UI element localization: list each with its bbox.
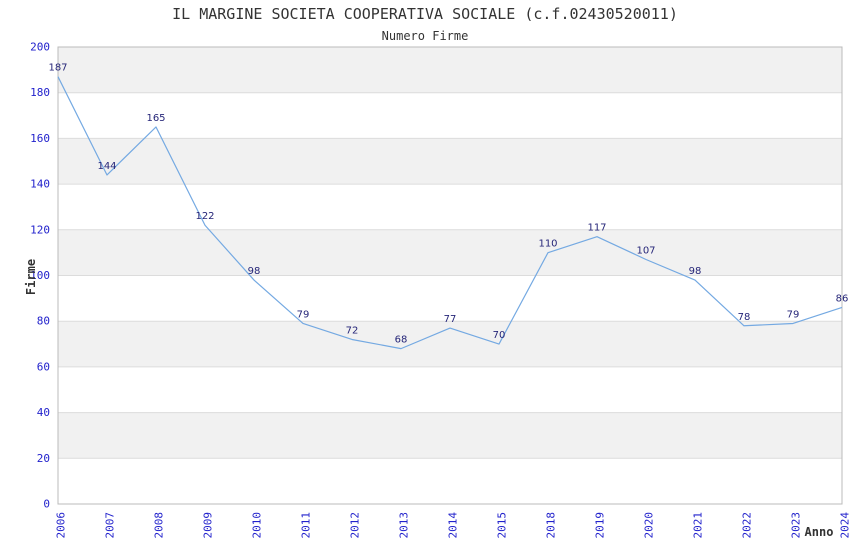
data-point-label: 187 — [48, 63, 67, 74]
x-tick-label: 2006 — [55, 512, 68, 539]
x-tick-label: 2022 — [741, 512, 754, 539]
y-tick-label: 200 — [30, 41, 50, 54]
y-tick-label: 180 — [30, 86, 50, 99]
data-point-label: 110 — [538, 239, 557, 250]
x-tick-label: 2020 — [643, 512, 656, 539]
y-tick-label: 40 — [37, 406, 50, 419]
data-point-label: 68 — [395, 335, 408, 346]
plot-band — [58, 138, 842, 185]
y-tick-label: 140 — [30, 178, 50, 191]
data-point-label: 144 — [97, 161, 116, 172]
y-tick-label: 0 — [43, 498, 50, 511]
plot-band — [58, 321, 842, 367]
plot-band — [58, 229, 842, 276]
data-point-label: 165 — [146, 113, 165, 124]
chart-subtitle: Numero Firme — [381, 29, 469, 43]
x-tick-label: 2014 — [447, 512, 460, 539]
x-tick-label: 2007 — [104, 512, 117, 539]
data-point-label: 86 — [836, 293, 849, 304]
data-point-label: 72 — [346, 325, 359, 336]
x-tick-label: 2019 — [594, 512, 607, 539]
data-point-label: 98 — [689, 266, 702, 277]
data-point-label: 78 — [738, 312, 751, 323]
data-point-label: 117 — [587, 223, 606, 234]
y-tick-label: 60 — [37, 360, 50, 373]
x-tick-label: 2008 — [153, 512, 166, 539]
series-line — [57, 76, 843, 350]
data-point-label: 70 — [493, 330, 506, 341]
chart-title: IL MARGINE SOCIETA COOPERATIVA SOCIALE (… — [172, 5, 678, 23]
data-point-label: 122 — [195, 211, 214, 222]
y-tick-label: 100 — [30, 269, 50, 282]
y-tick-label: 20 — [37, 452, 50, 465]
plot-border — [57, 46, 843, 505]
x-tick-label: 2015 — [496, 512, 509, 539]
y-axis-title: Firme — [24, 259, 38, 295]
x-tick-label: 2011 — [300, 512, 313, 539]
y-tick-label: 80 — [37, 315, 50, 328]
data-point-label: 79 — [297, 309, 310, 320]
x-tick-label: 2024 — [839, 512, 850, 539]
x-tick-label: 2018 — [545, 512, 558, 539]
x-axis-title: Anno — [805, 525, 834, 539]
x-tick-label: 2021 — [692, 512, 705, 539]
plot-band — [58, 47, 842, 93]
x-tick-label: 2009 — [202, 512, 215, 539]
x-tick-label: 2013 — [398, 512, 411, 539]
y-tick-label: 120 — [30, 223, 50, 236]
data-point-label: 98 — [248, 266, 261, 277]
x-tick-label: 2023 — [790, 512, 803, 539]
y-tick-label: 160 — [30, 132, 50, 145]
x-tick-label: 2010 — [251, 512, 264, 539]
x-tick-label: 2012 — [349, 512, 362, 539]
data-point-label: 107 — [636, 246, 655, 257]
data-point-label: 79 — [787, 309, 800, 320]
plot-band — [58, 412, 842, 459]
data-point-label: 77 — [444, 314, 457, 325]
